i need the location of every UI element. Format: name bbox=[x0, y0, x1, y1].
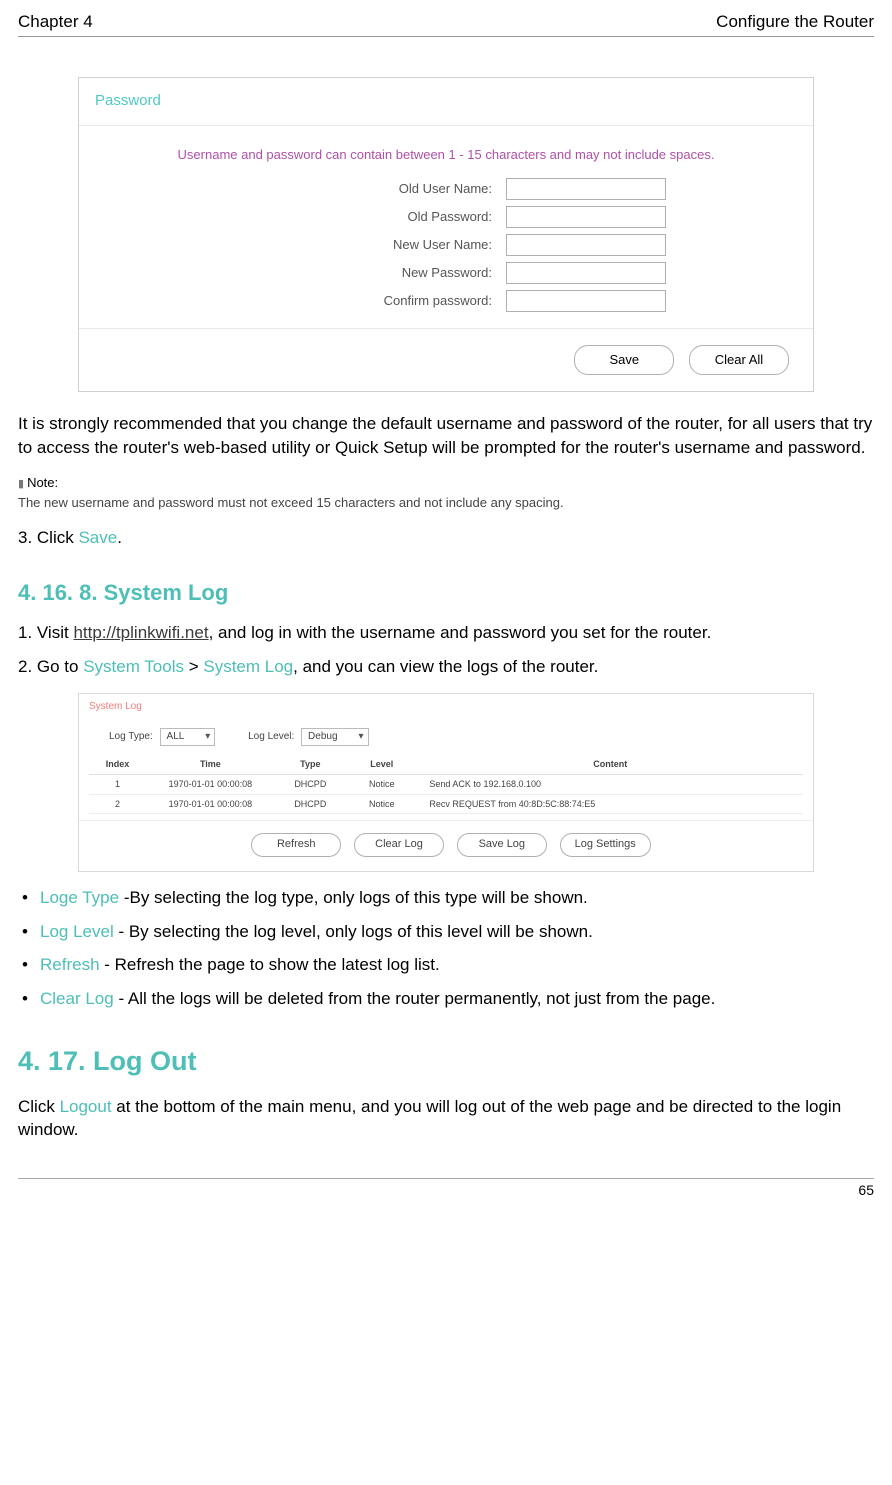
bullet-clear-log-rest: - All the logs will be deleted from the … bbox=[114, 989, 716, 1008]
header-left: Chapter 4 bbox=[18, 10, 93, 34]
cell-level: Notice bbox=[346, 775, 417, 795]
bullet-log-level-rest: - By selecting the log level, only logs … bbox=[114, 922, 593, 941]
log-settings-button[interactable]: Log Settings bbox=[560, 833, 651, 856]
password-panel: Password Username and password can conta… bbox=[78, 77, 814, 392]
bullet-log-level-term: Log Level bbox=[40, 922, 114, 941]
clear-all-button[interactable]: Clear All bbox=[689, 345, 789, 375]
cell-content: Send ACK to 192.168.0.100 bbox=[417, 775, 803, 795]
cell-type: DHCPD bbox=[275, 794, 346, 814]
system-log-panel: System Log Log Type: ALL Log Level: Debu… bbox=[78, 693, 814, 872]
log-row: 2 1970-01-01 00:00:08 DHCPD Notice Recv … bbox=[89, 794, 803, 814]
password-panel-footer: Save Clear All bbox=[79, 328, 813, 391]
log-step-1-pre: 1. Visit bbox=[18, 623, 73, 642]
recommendation-paragraph: It is strongly recommended that you chan… bbox=[18, 412, 874, 460]
bullet-refresh: Refresh - Refresh the page to show the l… bbox=[18, 953, 874, 977]
logout-a: Click bbox=[18, 1097, 60, 1116]
cell-time: 1970-01-01 00:00:08 bbox=[146, 775, 275, 795]
cell-type: DHCPD bbox=[275, 775, 346, 795]
logout-c: at the bottom of the main menu, and you … bbox=[18, 1097, 841, 1140]
system-log-steps: 1. Visit http://tplinkwifi.net, and log … bbox=[18, 621, 874, 679]
log-level-label: Log Level: bbox=[248, 731, 294, 742]
note-text: The new username and password must not e… bbox=[18, 494, 874, 512]
page-header: Chapter 4 Configure the Router bbox=[18, 10, 874, 37]
log-table-header-row: Index Time Type Level Content bbox=[89, 754, 803, 775]
logout-paragraph: Click Logout at the bottom of the main m… bbox=[18, 1095, 874, 1143]
bullet-clear-log: Clear Log - All the logs will be deleted… bbox=[18, 987, 874, 1011]
note-block: Note: The new username and password must… bbox=[18, 474, 874, 513]
header-right: Configure the Router bbox=[716, 10, 874, 34]
cell-index: 2 bbox=[89, 794, 146, 814]
field-confirm-password: Confirm password: bbox=[103, 290, 789, 312]
system-log-title: System Log bbox=[79, 694, 813, 724]
log-filter-row: Log Type: ALL Log Level: Debug bbox=[79, 724, 813, 754]
input-old-username[interactable] bbox=[506, 178, 666, 200]
password-instruction: Username and password can contain betwee… bbox=[103, 146, 789, 164]
col-content: Content bbox=[417, 754, 803, 775]
tplink-url[interactable]: http://tplinkwifi.net bbox=[73, 623, 208, 642]
bullet-refresh-term: Refresh bbox=[40, 955, 100, 974]
log-table: Index Time Type Level Content 1 1970-01-… bbox=[89, 754, 803, 815]
log-step-2-e: , and you can view the logs of the route… bbox=[293, 657, 598, 676]
col-time: Time bbox=[146, 754, 275, 775]
col-index: Index bbox=[89, 754, 146, 775]
cell-level: Notice bbox=[346, 794, 417, 814]
step-3-post: . bbox=[117, 528, 122, 547]
step-3-save-word: Save bbox=[78, 528, 117, 547]
cell-content: Recv REQUEST from 40:8D:5C:88:74:E5 bbox=[417, 794, 803, 814]
field-old-username: Old User Name: bbox=[103, 178, 789, 200]
log-row: 1 1970-01-01 00:00:08 DHCPD Notice Send … bbox=[89, 775, 803, 795]
password-panel-title: Password bbox=[79, 78, 813, 126]
log-level-select[interactable]: Debug bbox=[301, 728, 368, 746]
input-new-username[interactable] bbox=[506, 234, 666, 256]
section-4-16-8-heading: 4. 16. 8. System Log bbox=[18, 578, 874, 609]
bullet-log-level: Log Level - By selecting the log level, … bbox=[18, 920, 874, 944]
label-old-username: Old User Name: bbox=[226, 180, 506, 198]
save-log-button[interactable]: Save Log bbox=[457, 833, 547, 856]
page-number: 65 bbox=[18, 1178, 874, 1201]
label-new-username: New User Name: bbox=[226, 236, 506, 254]
step-3: 3. Click Save. bbox=[18, 526, 874, 550]
bullet-log-type: Loge Type -By selecting the log type, on… bbox=[18, 886, 874, 910]
label-confirm-password: Confirm password: bbox=[226, 292, 506, 310]
save-button[interactable]: Save bbox=[574, 345, 674, 375]
clear-log-button[interactable]: Clear Log bbox=[354, 833, 444, 856]
note-label: Note: bbox=[18, 474, 874, 492]
log-step-2: 2. Go to System Tools > System Log, and … bbox=[18, 655, 874, 679]
label-old-password: Old Password: bbox=[226, 208, 506, 226]
refresh-button[interactable]: Refresh bbox=[251, 833, 341, 856]
cell-time: 1970-01-01 00:00:08 bbox=[146, 794, 275, 814]
label-new-password: New Password: bbox=[226, 264, 506, 282]
log-type-label: Log Type: bbox=[109, 731, 153, 742]
cell-index: 1 bbox=[89, 775, 146, 795]
logout-word: Logout bbox=[60, 1097, 112, 1116]
log-step-2-a: 2. Go to bbox=[18, 657, 83, 676]
log-step-1-post: , and log in with the username and passw… bbox=[209, 623, 712, 642]
field-new-username: New User Name: bbox=[103, 234, 789, 256]
input-old-password[interactable] bbox=[506, 206, 666, 228]
log-bullet-list: Loge Type -By selecting the log type, on… bbox=[18, 886, 874, 1011]
field-old-password: Old Password: bbox=[103, 206, 789, 228]
step-3-pre: 3. Click bbox=[18, 528, 78, 547]
password-panel-body: Username and password can contain betwee… bbox=[79, 126, 813, 328]
col-type: Type bbox=[275, 754, 346, 775]
log-buttons-row: Refresh Clear Log Save Log Log Settings bbox=[79, 820, 813, 870]
log-step-2-b: System Tools bbox=[83, 657, 184, 676]
log-type-select[interactable]: ALL bbox=[160, 728, 216, 746]
bullet-clear-log-term: Clear Log bbox=[40, 989, 114, 1008]
bullet-log-type-term: Loge Type bbox=[40, 888, 119, 907]
bullet-refresh-rest: - Refresh the page to show the latest lo… bbox=[100, 955, 440, 974]
log-step-2-c: > bbox=[184, 657, 203, 676]
bullet-log-type-rest: -By selecting the log type, only logs of… bbox=[119, 888, 588, 907]
log-step-2-d: System Log bbox=[203, 657, 293, 676]
section-4-17-heading: 4. 17. Log Out bbox=[18, 1043, 874, 1081]
col-level: Level bbox=[346, 754, 417, 775]
input-confirm-password[interactable] bbox=[506, 290, 666, 312]
field-new-password: New Password: bbox=[103, 262, 789, 284]
log-step-1: 1. Visit http://tplinkwifi.net, and log … bbox=[18, 621, 874, 645]
input-new-password[interactable] bbox=[506, 262, 666, 284]
